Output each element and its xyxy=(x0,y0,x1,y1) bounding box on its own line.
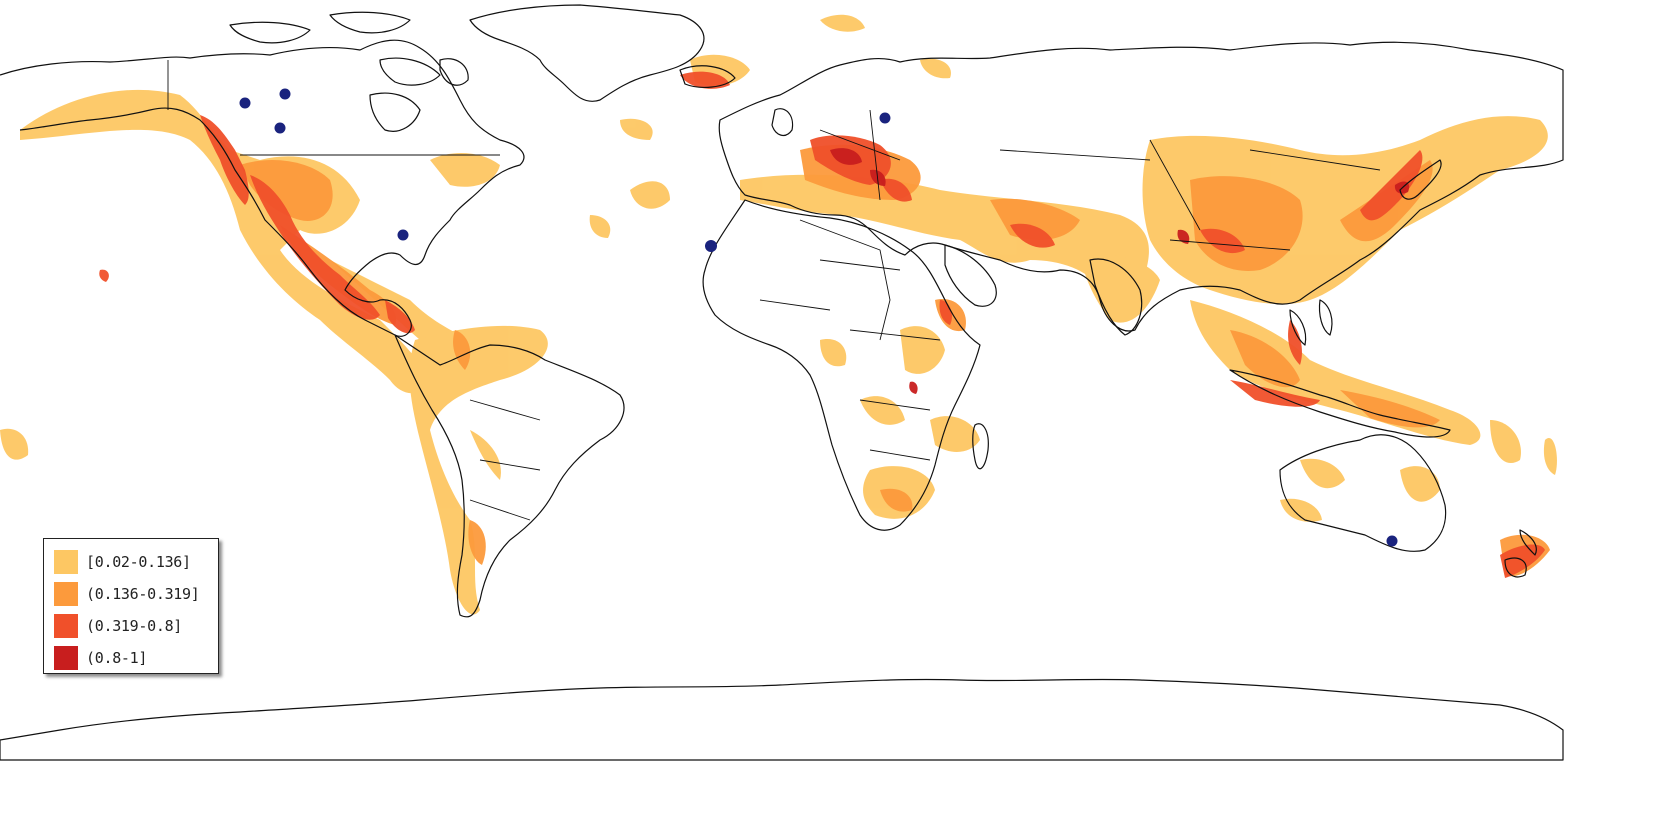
legend-label: (0.319-0.8] xyxy=(86,617,183,635)
legend-item: (0.8-1] xyxy=(54,642,218,674)
legend-item: (0.136-0.319] xyxy=(54,578,218,610)
coastlines xyxy=(0,4,1564,761)
legend-swatch xyxy=(54,582,78,606)
legend-label: (0.136-0.319] xyxy=(86,585,200,603)
legend-swatch xyxy=(54,614,78,638)
point-marker xyxy=(1386,535,1398,547)
legend-swatch xyxy=(54,646,78,670)
suitability-raster xyxy=(0,14,1557,615)
point-marker xyxy=(879,112,891,124)
legend-swatch xyxy=(54,550,78,574)
legend: [0.02-0.136] (0.136-0.319] (0.319-0.8] (… xyxy=(43,538,219,674)
point-marker xyxy=(397,229,409,241)
point-marker xyxy=(239,97,251,109)
legend-label: [0.02-0.136] xyxy=(86,553,191,571)
legend-item: [0.02-0.136] xyxy=(54,546,218,578)
occurrence-points xyxy=(239,88,1398,547)
point-marker xyxy=(274,122,286,134)
legend-item: (0.319-0.8] xyxy=(54,610,218,642)
point-marker xyxy=(705,240,717,252)
point-marker xyxy=(279,88,291,100)
legend-label: (0.8-1] xyxy=(86,649,148,667)
